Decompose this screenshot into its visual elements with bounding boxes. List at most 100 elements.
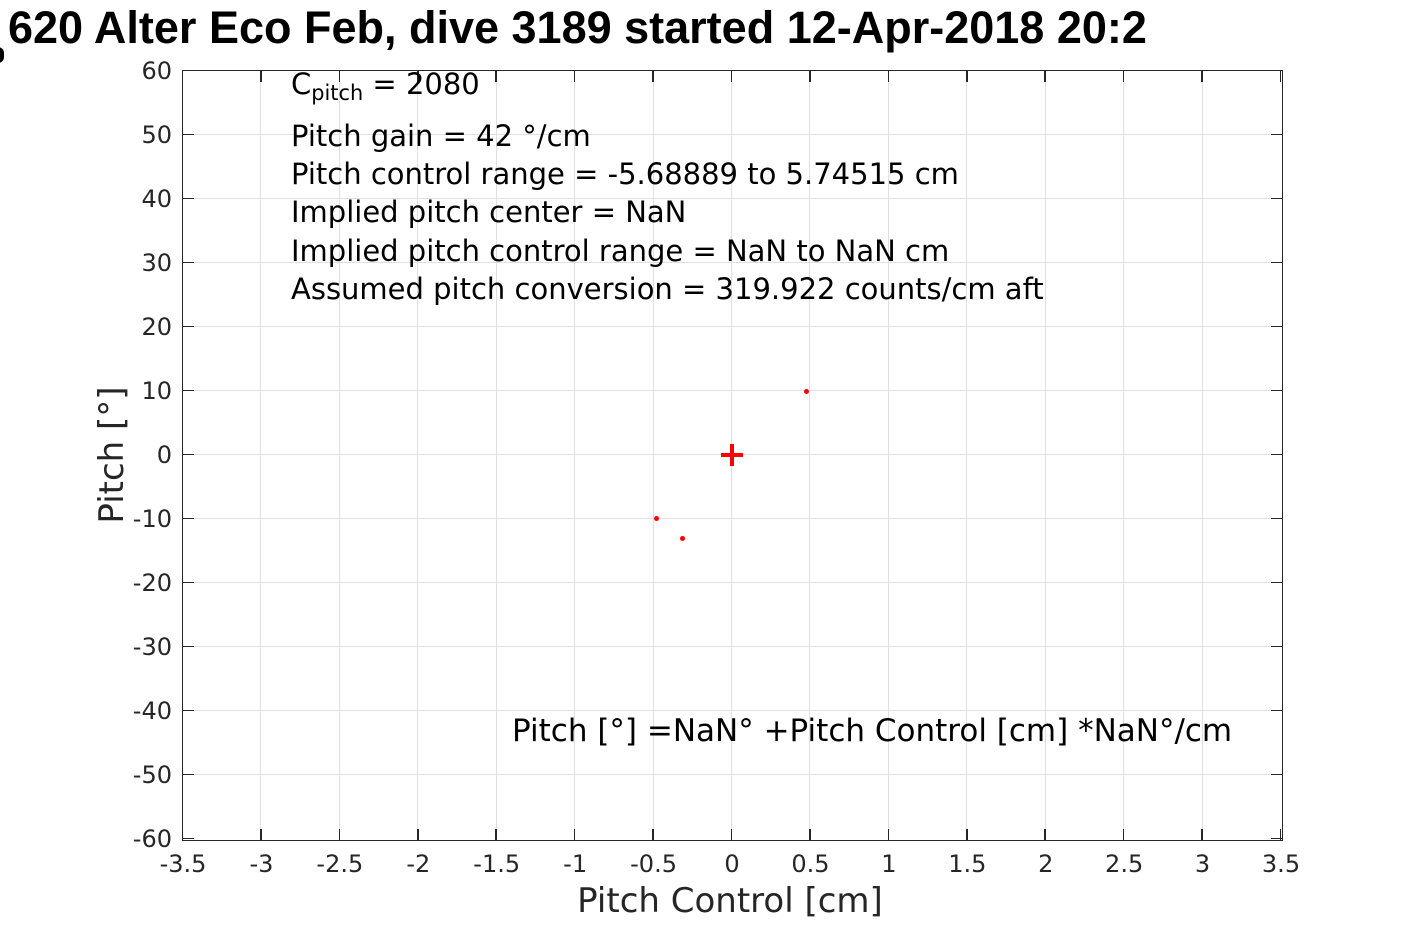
y-axis-tick-left (182, 261, 194, 264)
x-axis-tick-bottom (652, 828, 654, 840)
data-point-marker (680, 535, 686, 541)
x-tick-label: 2.5 (1105, 850, 1144, 878)
y-axis-tick-left (182, 133, 194, 136)
annotation-pitch-control-range: Pitch control range = -5.68889 to 5.7451… (291, 157, 959, 191)
x-axis-tick-top (260, 70, 262, 82)
y-axis-tick-left (182, 581, 194, 584)
annotation-implied-pitch-center: Implied pitch center = NaN (291, 195, 687, 229)
gridline-horizontal (182, 326, 1282, 327)
gridline-vertical (1044, 70, 1046, 840)
y-tick-label: -60 (132, 825, 172, 853)
y-axis-label: Pitch [°] (92, 386, 132, 524)
annotation-cpitch-base: C (291, 67, 312, 101)
y-axis-tick-right (1270, 837, 1282, 840)
x-axis-tick-bottom (1201, 828, 1203, 840)
gridline-vertical (495, 70, 497, 840)
y-axis-tick-right (1270, 645, 1282, 648)
x-tick-label: 2 (1038, 850, 1054, 878)
y-axis-tick-right (1270, 709, 1282, 712)
plot-area (181, 69, 1283, 841)
gridline-vertical (574, 70, 576, 840)
gridline-vertical (809, 70, 811, 840)
x-axis-tick-bottom (1279, 828, 1282, 840)
y-axis-tick-left (182, 837, 194, 840)
gridline-vertical (652, 70, 654, 840)
y-tick-label: 30 (141, 249, 172, 277)
annotation-pitch-gain: Pitch gain = 42 °/cm (291, 119, 591, 153)
gridline-vertical (966, 70, 968, 840)
x-axis-tick-top (338, 70, 341, 82)
gridline-horizontal (182, 646, 1282, 647)
x-axis-tick-top (573, 70, 576, 82)
x-axis-tick-bottom (1122, 828, 1125, 840)
y-axis-tick-left (182, 197, 194, 200)
y-axis-tick-left (182, 517, 194, 520)
x-axis-tick-top (966, 70, 968, 82)
data-point-marker (804, 388, 810, 394)
gridline-vertical (1201, 70, 1203, 840)
y-axis-tick-right (1270, 133, 1282, 136)
x-axis-tick-top (730, 70, 733, 82)
y-axis-tick-right (1270, 389, 1282, 392)
x-tick-label: 1.5 (948, 850, 987, 878)
x-axis-tick-top (887, 70, 890, 82)
x-tick-label: -1 (563, 850, 588, 878)
x-axis-tick-bottom (260, 828, 262, 840)
x-tick-label: 0.5 (791, 850, 830, 878)
x-tick-label: -1.5 (473, 850, 521, 878)
fit-equation: Pitch [°] =NaN° +Pitch Control [cm] *NaN… (512, 713, 1233, 749)
y-axis-tick-left (182, 389, 194, 392)
gridline-horizontal (182, 262, 1282, 263)
annotation-cpitch-value: = 2080 (363, 67, 480, 101)
y-axis-tick-right (1270, 517, 1282, 520)
x-tick-label: 1 (881, 850, 897, 878)
x-axis-tick-bottom (887, 828, 890, 840)
y-axis-tick-left (182, 69, 194, 72)
x-axis-tick-top (1122, 70, 1125, 82)
x-axis-tick-bottom (809, 828, 811, 840)
y-axis-tick-right (1270, 453, 1282, 456)
x-tick-label: -0.5 (630, 850, 677, 878)
y-tick-label: -30 (132, 633, 172, 661)
x-axis-tick-top (417, 70, 419, 82)
x-tick-label: 3.5 (1261, 850, 1301, 878)
gridline-horizontal (182, 134, 1282, 135)
annotation-cpitch-subscript: pitch (311, 80, 364, 105)
gridline-horizontal (182, 390, 1282, 391)
x-tick-label: -2 (406, 850, 431, 878)
annotation-assumed-pitch-conversion: Assumed pitch conversion = 319.922 count… (291, 272, 1044, 306)
x-axis-tick-top (181, 70, 184, 82)
y-axis-tick-left (182, 709, 194, 712)
y-tick-label: -20 (132, 569, 172, 597)
y-tick-label: -10 (132, 505, 172, 533)
x-tick-label: -2.5 (316, 850, 364, 878)
y-tick-label: 10 (141, 377, 172, 405)
gridline-horizontal (182, 198, 1282, 199)
y-axis-tick-left (182, 453, 194, 456)
y-tick-label: 50 (141, 121, 172, 149)
y-axis-tick-right (1270, 69, 1282, 72)
gridline-vertical (260, 70, 262, 840)
x-axis-tick-bottom (966, 828, 968, 840)
x-axis-tick-bottom (338, 828, 341, 840)
x-tick-label: 3 (1194, 850, 1211, 878)
y-axis-tick-right (1270, 773, 1282, 776)
x-axis-tick-bottom (1044, 828, 1046, 840)
y-tick-label: -40 (132, 697, 172, 725)
x-axis-tick-bottom (573, 828, 576, 840)
pitch-center-plus-marker (720, 443, 743, 466)
x-tick-label: -3 (249, 850, 274, 878)
x-axis-tick-top (1044, 70, 1046, 82)
y-tick-label: 20 (141, 313, 172, 341)
gridline-horizontal (182, 582, 1282, 583)
x-axis-label: Pitch Control [cm] (577, 881, 883, 921)
x-axis-tick-top (652, 70, 654, 82)
y-axis-tick-right (1270, 325, 1282, 328)
x-axis-tick-bottom (181, 828, 184, 840)
y-axis-tick-right (1270, 581, 1282, 584)
gridline-vertical (1123, 70, 1125, 840)
y-axis-tick-left (182, 773, 194, 776)
y-tick-label: 40 (141, 185, 172, 213)
gridline-horizontal (182, 774, 1282, 775)
x-tick-label: -3.5 (159, 850, 207, 878)
